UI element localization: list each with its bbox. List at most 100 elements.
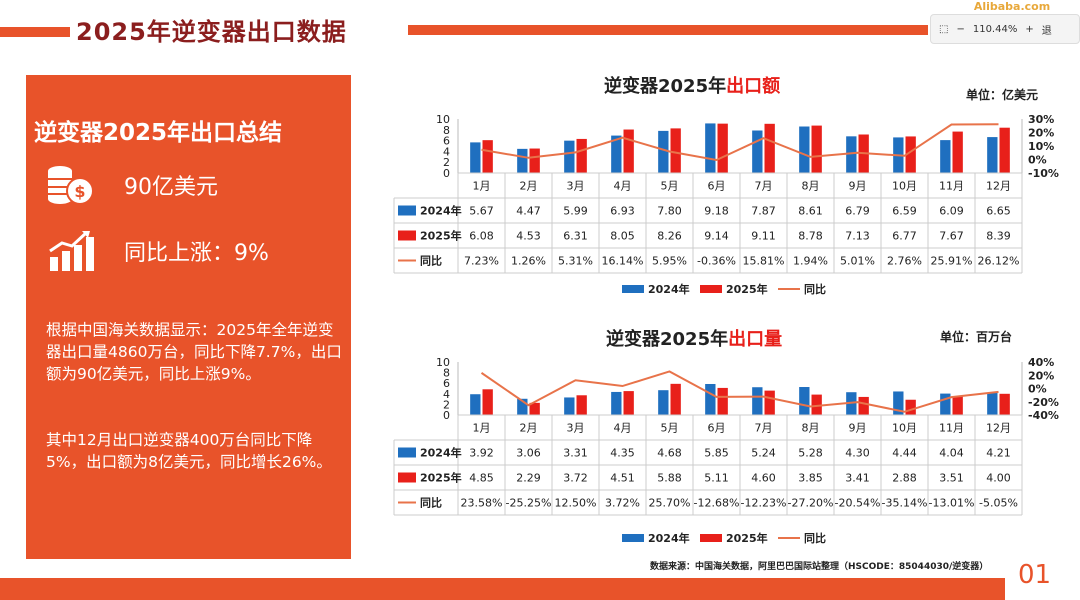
alibaba-logo: Alibaba.com <box>973 0 1051 13</box>
bar-2025 <box>576 395 587 415</box>
bar-2024 <box>893 391 904 415</box>
x-tick-label: 10月 <box>892 422 917 435</box>
y-tick-label: 0 <box>443 409 450 422</box>
data-label-2024: 7.87 <box>751 205 776 218</box>
data-label-2025: 9.14 <box>704 230 729 243</box>
y-tick-label: 6 <box>443 135 450 148</box>
data-label-2025: 5.11 <box>704 472 729 485</box>
legend-label-2025: 2025年 <box>726 282 768 296</box>
bar-2025 <box>764 123 775 173</box>
data-label-2025: 8.05 <box>610 230 635 243</box>
coins-dollar-icon: $ <box>48 166 94 205</box>
row-header-2024: 2024年 <box>420 446 462 460</box>
data-label-2024: 5.28 <box>798 447 823 460</box>
header-accent-left <box>0 27 70 37</box>
data-label-2024: 4.21 <box>986 447 1011 460</box>
x-tick-label: 12月 <box>986 180 1011 193</box>
x-tick-label: 8月 <box>802 180 820 193</box>
bar-2025 <box>999 127 1010 173</box>
data-label-2025: 2.29 <box>516 472 541 485</box>
bar-2025 <box>670 128 681 173</box>
x-tick-label: 6月 <box>708 422 726 435</box>
zoom-in-button[interactable]: + <box>1025 23 1034 35</box>
row-legend-2024 <box>398 447 416 458</box>
x-tick-label: 11月 <box>939 180 964 193</box>
y-tick-label: 8 <box>443 124 450 137</box>
y-tick-label: 8 <box>443 367 450 380</box>
y-tick-label: 4 <box>443 388 450 401</box>
source-note: 数据来源：中国海关数据，阿里巴巴国际站整理（HSCODE：85044030/逆变… <box>650 562 989 572</box>
page-number: 01 <box>1018 560 1052 590</box>
y2-tick-label: -40% <box>1028 409 1059 422</box>
legend-swatch-2025 <box>700 534 722 542</box>
x-tick-label: 5月 <box>661 422 679 435</box>
zoom-level: 110.44% <box>972 23 1018 35</box>
data-label-2024: 4.04 <box>939 447 964 460</box>
legend-label-yoy: 同比 <box>804 531 826 545</box>
legend-label-2024: 2024年 <box>648 282 690 296</box>
data-label-2024: 3.31 <box>563 447 588 460</box>
data-label-2024: 4.47 <box>516 205 541 218</box>
data-label-yoy: 25.70% <box>649 497 691 510</box>
bar-2024 <box>611 391 622 415</box>
data-label-2025: 3.72 <box>563 472 588 485</box>
data-label-yoy: 16.14% <box>602 255 644 268</box>
x-tick-label: 1月 <box>473 422 491 435</box>
data-label-yoy: -35.14% <box>882 497 928 510</box>
x-tick-label: 6月 <box>708 180 726 193</box>
bar-2024 <box>564 140 575 173</box>
data-label-2024: 6.59 <box>892 205 917 218</box>
row-legend-2024 <box>398 205 416 216</box>
summary-panel: 逆变器2025年出口总结 $ 90亿美元 同比上涨：9% 根据中国海关数据显示：… <box>26 75 351 559</box>
data-label-yoy: -13.01% <box>929 497 975 510</box>
data-label-2024: 4.68 <box>657 447 682 460</box>
data-label-2025: 3.85 <box>798 472 823 485</box>
zoom-out-button[interactable]: − <box>956 23 965 35</box>
data-label-2025: 4.60 <box>751 472 776 485</box>
y2-tick-label: 20% <box>1028 127 1054 140</box>
data-label-yoy: 15.81% <box>743 255 785 268</box>
bar-2025 <box>905 399 916 415</box>
y2-tick-label: 0% <box>1028 154 1047 167</box>
bar-2024 <box>517 148 528 173</box>
growth-chart-icon <box>49 231 94 271</box>
bar-2025 <box>623 391 634 415</box>
bar-2024 <box>658 130 669 173</box>
x-tick-label: 3月 <box>567 422 585 435</box>
data-label-yoy: -12.68% <box>694 497 740 510</box>
exit-button[interactable]: 退 <box>1041 25 1052 37</box>
data-label-yoy: -5.05% <box>979 497 1018 510</box>
chart1-title: 逆变器2025年出口额 <box>604 76 781 97</box>
export-value: 90亿美元 <box>124 175 218 200</box>
bar-2025 <box>811 125 822 173</box>
row-legend-2025 <box>398 472 416 483</box>
bar-2024 <box>752 130 763 173</box>
x-tick-label: 4月 <box>614 422 632 435</box>
bar-2024 <box>940 393 951 415</box>
bar-2024 <box>846 136 857 173</box>
header-accent-right <box>408 25 928 35</box>
data-label-2024: 9.18 <box>704 205 729 218</box>
bar-2024 <box>564 397 575 415</box>
fit-page-icon[interactable]: ⬚ <box>939 23 949 35</box>
data-label-2025: 3.51 <box>939 472 964 485</box>
bar-2024 <box>987 137 998 173</box>
data-label-2025: 3.41 <box>845 472 870 485</box>
data-label-yoy: 5.95% <box>652 255 687 268</box>
x-tick-label: 5月 <box>661 180 679 193</box>
data-label-2024: 6.65 <box>986 205 1011 218</box>
bar-2024 <box>611 135 622 173</box>
bar-2024 <box>658 390 669 415</box>
y-tick-label: 4 <box>443 145 450 158</box>
data-label-2024: 4.30 <box>845 447 870 460</box>
data-label-2025: 7.13 <box>845 230 870 243</box>
data-label-2025: 4.00 <box>986 472 1011 485</box>
legend-swatch-2024 <box>622 534 644 542</box>
data-label-2024: 5.67 <box>469 205 494 218</box>
x-tick-label: 4月 <box>614 180 632 193</box>
data-label-2024: 6.09 <box>939 205 964 218</box>
data-label-yoy: -27.20% <box>788 497 834 510</box>
data-label-2025: 8.39 <box>986 230 1011 243</box>
data-label-2025: 9.11 <box>751 230 776 243</box>
data-label-2024: 5.85 <box>704 447 729 460</box>
